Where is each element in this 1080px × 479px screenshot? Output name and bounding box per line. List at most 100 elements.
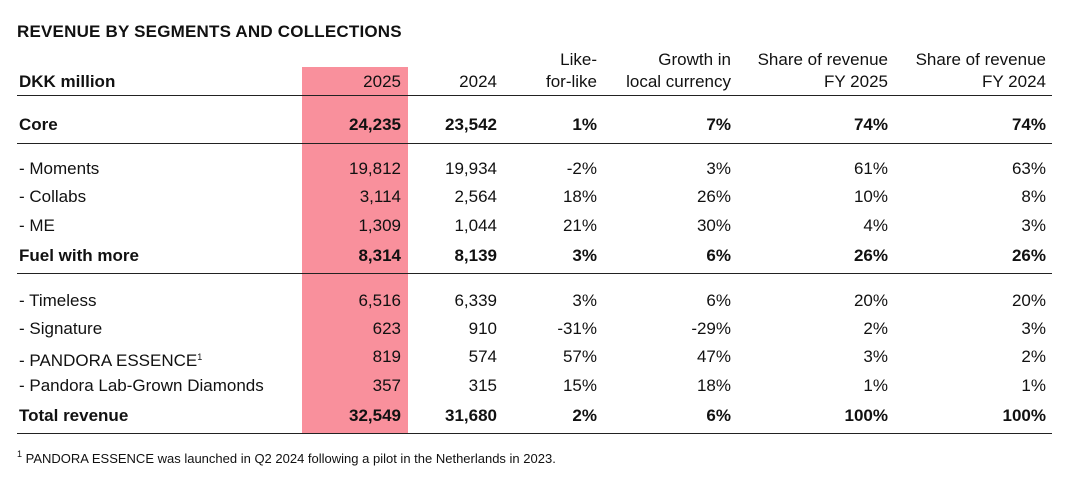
table-cell: 6,516 (358, 291, 401, 310)
table-cell: 8% (1021, 187, 1046, 206)
table-cell: 57% (562, 347, 597, 366)
row-label-text: - ME (19, 216, 55, 235)
table-cell: 31,680 (445, 406, 497, 425)
table-cell: 3% (706, 159, 731, 178)
table-title: REVENUE BY SEGMENTS AND COLLECTIONS (17, 22, 402, 41)
table-cell: 24,235 (349, 115, 401, 134)
table-cell: 6,339 (454, 291, 497, 310)
row-label: - PANDORA ESSENCE1 (19, 346, 202, 372)
table-cell: 6% (706, 406, 731, 425)
header-label: DKK million (19, 72, 116, 91)
table-cell: 74% (1011, 115, 1046, 134)
table-cell: 19,812 (349, 159, 401, 178)
row-label: - ME (19, 215, 55, 237)
table-cell: 819 (372, 347, 401, 366)
table-cell: 100% (844, 406, 888, 425)
table-cell: 100% (1002, 406, 1046, 425)
table-cell: 357 (372, 376, 401, 395)
table-cell: 3% (863, 347, 888, 366)
footnote-ref: 1 (197, 352, 203, 362)
year-2025-highlight (302, 67, 408, 433)
table-cell: -2% (566, 159, 597, 178)
table-cell: 1% (863, 376, 888, 395)
table-cell: 15% (562, 376, 597, 395)
row-label-text: - Pandora Lab-Grown Diamonds (19, 376, 264, 395)
table-cell: 26% (696, 187, 731, 206)
table-cell: 1,044 (454, 216, 497, 235)
row-label-text: - PANDORA ESSENCE (19, 351, 198, 370)
table-cell: 1% (1021, 376, 1046, 395)
row-label-text: Core (19, 115, 58, 134)
table-cell: 910 (468, 319, 497, 338)
row-label-text: - Moments (19, 159, 100, 178)
table-cell: 1,309 (358, 216, 401, 235)
table-cell: 2% (572, 406, 597, 425)
row-label: Fuel with more (19, 245, 139, 267)
table-cell: 47% (696, 347, 731, 366)
row-label: Core (19, 114, 58, 136)
header-col-1-line2: 2025 (363, 72, 401, 91)
table-cell: 10% (853, 187, 888, 206)
table-cell: 20% (1011, 291, 1046, 310)
header-rule (17, 95, 1052, 96)
header-col-3-line1: Like- (560, 50, 597, 69)
header-col-2-line2: 2024 (459, 72, 497, 91)
table-cell: 20% (853, 291, 888, 310)
table-cell: 26% (853, 246, 888, 265)
row-label: - Pandora Lab-Grown Diamonds (19, 375, 264, 397)
table-cell: 18% (562, 187, 597, 206)
table-cell: 61% (853, 159, 888, 178)
table-cell: 26% (1011, 246, 1046, 265)
table-cell: 315 (468, 376, 497, 395)
header-col-4-line2: local currency (626, 72, 731, 91)
row-label-text: Fuel with more (19, 246, 139, 265)
header-col-3-line2: for-like (545, 72, 597, 91)
table-cell: 3,114 (359, 187, 401, 206)
table-cell: 4% (863, 216, 888, 235)
row-label-text: - Signature (19, 319, 103, 338)
header-col-6-line1: Share of revenue (915, 50, 1046, 69)
table-cell: 8,139 (454, 246, 497, 265)
row-label: - Collabs (19, 186, 86, 208)
table-cell: 574 (468, 347, 497, 366)
header-col-6-line2: FY 2024 (982, 72, 1046, 91)
table-cell: 3% (572, 291, 597, 310)
table-cell: 6% (706, 291, 731, 310)
row-label-text: - Collabs (19, 187, 87, 206)
table-cell: 1% (572, 115, 597, 134)
row-label: - Timeless (19, 290, 96, 312)
header-col-5-line1: Share of revenue (757, 50, 888, 69)
table-cell: 30% (696, 216, 731, 235)
table-cell: -29% (691, 319, 731, 338)
table-cell: 74% (853, 115, 888, 134)
fuel-rule (17, 273, 1052, 274)
row-label: - Signature (19, 318, 102, 340)
row-label-text: Total revenue (19, 406, 129, 425)
table-cell: 3% (1021, 319, 1046, 338)
core-rule (17, 143, 1052, 144)
footnote-text: PANDORA ESSENCE was launched in Q2 2024 … (25, 451, 556, 466)
table-cell: 2% (863, 319, 888, 338)
footnote: 1 PANDORA ESSENCE was launched in Q2 202… (17, 446, 556, 467)
table-cell: 3% (1021, 216, 1046, 235)
table-cell: 3% (572, 246, 597, 265)
table-cell: 23,542 (445, 115, 497, 134)
row-label-text: - Timeless (19, 291, 97, 310)
row-label: - Moments (19, 158, 99, 180)
table-cell: 2% (1021, 347, 1046, 366)
table-cell: 21% (562, 216, 597, 235)
table-cell: 18% (696, 376, 731, 395)
footnote-marker: 1 (17, 449, 23, 459)
table-cell: -31% (557, 319, 597, 338)
table-cell: 6% (706, 246, 731, 265)
table-cell: 8,314 (358, 246, 401, 265)
table-cell: 19,934 (445, 159, 497, 178)
table-cell: 7% (706, 115, 731, 134)
table-cell: 2,564 (454, 187, 497, 206)
table-cell: 63% (1011, 159, 1046, 178)
header-col-4-line1: Growth in (658, 50, 731, 69)
header-col-5-line2: FY 2025 (824, 72, 888, 91)
table-cell: 623 (372, 319, 401, 338)
table-cell: 32,549 (349, 406, 401, 425)
bottom-rule (17, 433, 1052, 434)
